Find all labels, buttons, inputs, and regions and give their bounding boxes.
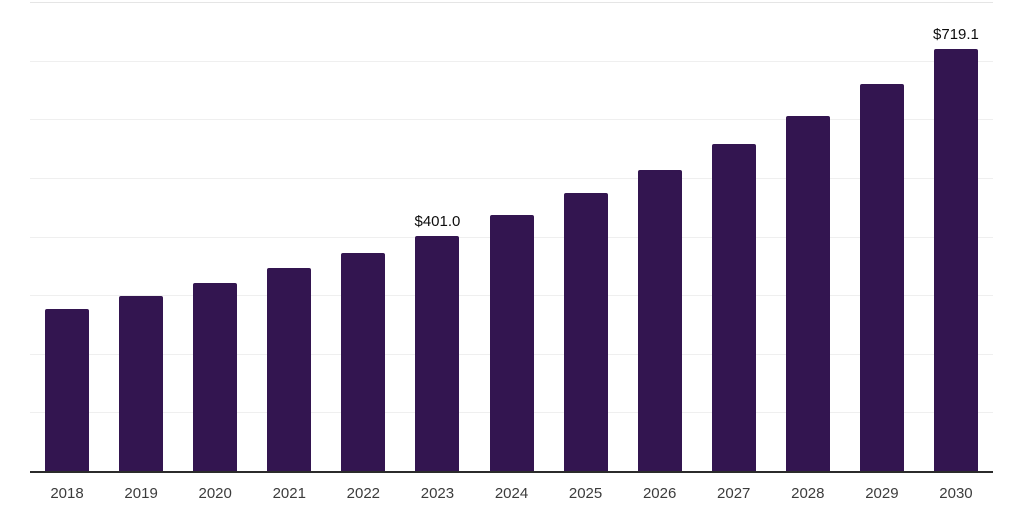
data-label-2023: $401.0	[414, 212, 461, 230]
x-tick-2018: 2018	[50, 485, 84, 502]
x-tick-2022: 2022	[346, 485, 381, 502]
x-tick-2030: 2030	[939, 485, 973, 502]
bar-2028	[785, 116, 830, 471]
bar-2023	[415, 235, 460, 471]
x-tick-2025: 2025	[568, 485, 603, 502]
x-tick-2026: 2026	[642, 485, 677, 502]
bar-2026	[637, 169, 682, 471]
bar-2029	[859, 84, 904, 471]
bar-2022	[341, 252, 386, 471]
bar-2024	[489, 215, 534, 471]
gridline-600	[30, 119, 993, 121]
bar-2020	[193, 282, 238, 471]
gridline-500	[30, 177, 993, 179]
x-tick-2024: 2024	[494, 485, 529, 502]
data-label-2030: $719.1	[933, 26, 979, 44]
plot-area: $401.0 $719.1	[30, 2, 993, 473]
x-tick-2019: 2019	[124, 485, 158, 502]
x-tick-2027: 2027	[717, 485, 751, 502]
bar-2025	[563, 193, 608, 471]
x-axis-labels: 2018 2019 2020 2021 2022 2023 2024 2025 2026 2027…	[30, 484, 993, 504]
bar-2027	[711, 144, 756, 471]
gridline-800	[30, 2, 993, 3]
bar-2030	[933, 49, 978, 471]
bar-2021	[267, 268, 312, 471]
x-tick-2023: 2023	[420, 485, 455, 502]
gridline-700	[30, 60, 993, 62]
bar-2018	[45, 308, 90, 471]
x-tick-2020: 2020	[198, 485, 232, 502]
bar-2019	[119, 296, 164, 471]
x-axis-line	[30, 471, 993, 473]
x-tick-2029: 2029	[865, 485, 899, 502]
x-tick-2028: 2028	[791, 485, 825, 502]
x-tick-2021: 2021	[272, 485, 306, 502]
